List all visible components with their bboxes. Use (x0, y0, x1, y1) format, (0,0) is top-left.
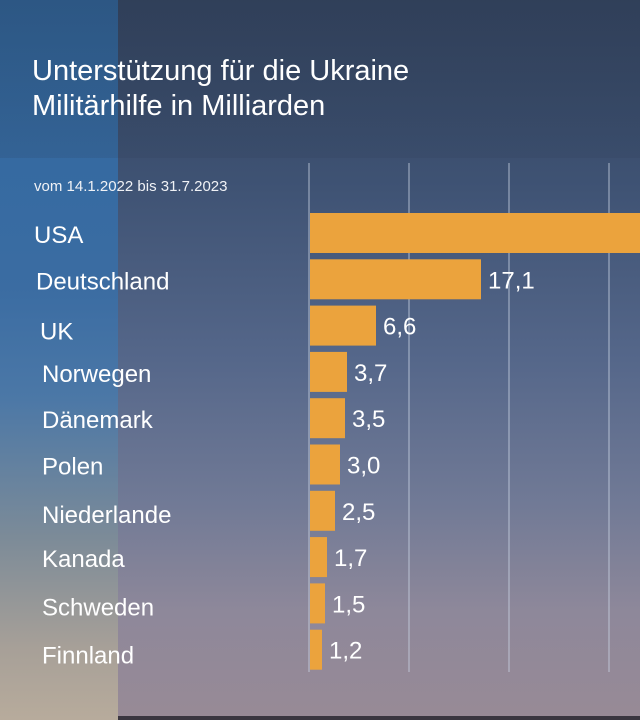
category-label: Deutschland (36, 268, 169, 295)
category-labels: USA Deutschland UK Norwegen Dänemark Polen Nie… (34, 222, 171, 670)
value-labels: 17,1 6,6 3,7 3,5 3,0 2,5 1,7 1,5 1,2 (329, 267, 535, 664)
value-label: 1,5 (332, 591, 365, 618)
value-label: 6,6 (383, 314, 416, 341)
bars (310, 213, 640, 670)
bar-kanada (310, 537, 327, 578)
value-label: 1,2 (329, 638, 362, 665)
bar-deutschland (310, 259, 481, 300)
category-label: Polen (42, 454, 103, 481)
bar-niederlande (310, 490, 335, 531)
category-label: Finnland (42, 643, 134, 670)
value-label: 17,1 (488, 267, 535, 294)
title-line-1: Unterstützung für die Ukraine (32, 55, 410, 87)
chart-title: Unterstützung für die Ukraine Militärhil… (32, 54, 409, 124)
bar-dänemark (310, 398, 345, 439)
value-label: 3,7 (354, 360, 387, 387)
bar-usa (310, 213, 640, 253)
category-label: Niederlande (42, 502, 171, 529)
chart-subtitle: vom 14.1.2022 bis 31.7.2023 (34, 178, 228, 195)
value-label: 3,0 (347, 453, 380, 480)
category-label: Norwegen (42, 361, 151, 388)
bar-uk (310, 305, 376, 346)
bar-schweden (310, 583, 325, 624)
category-label: Dänemark (42, 407, 154, 434)
title-line-2: Militärhilfe in Milliarden (32, 90, 326, 122)
bar-polen (310, 444, 340, 485)
header-band (0, 0, 640, 158)
category-label: Schweden (42, 594, 154, 621)
category-label: UK (40, 319, 73, 346)
value-label: 3,5 (352, 406, 385, 433)
category-label: Kanada (42, 546, 125, 573)
bottom-divider (118, 716, 640, 720)
bar-norwegen (310, 351, 347, 392)
value-label: 1,7 (334, 545, 367, 572)
value-label: 2,5 (342, 499, 375, 526)
background-left-strip (0, 0, 118, 720)
bar-finnland (310, 629, 322, 670)
category-label: USA (34, 222, 83, 249)
